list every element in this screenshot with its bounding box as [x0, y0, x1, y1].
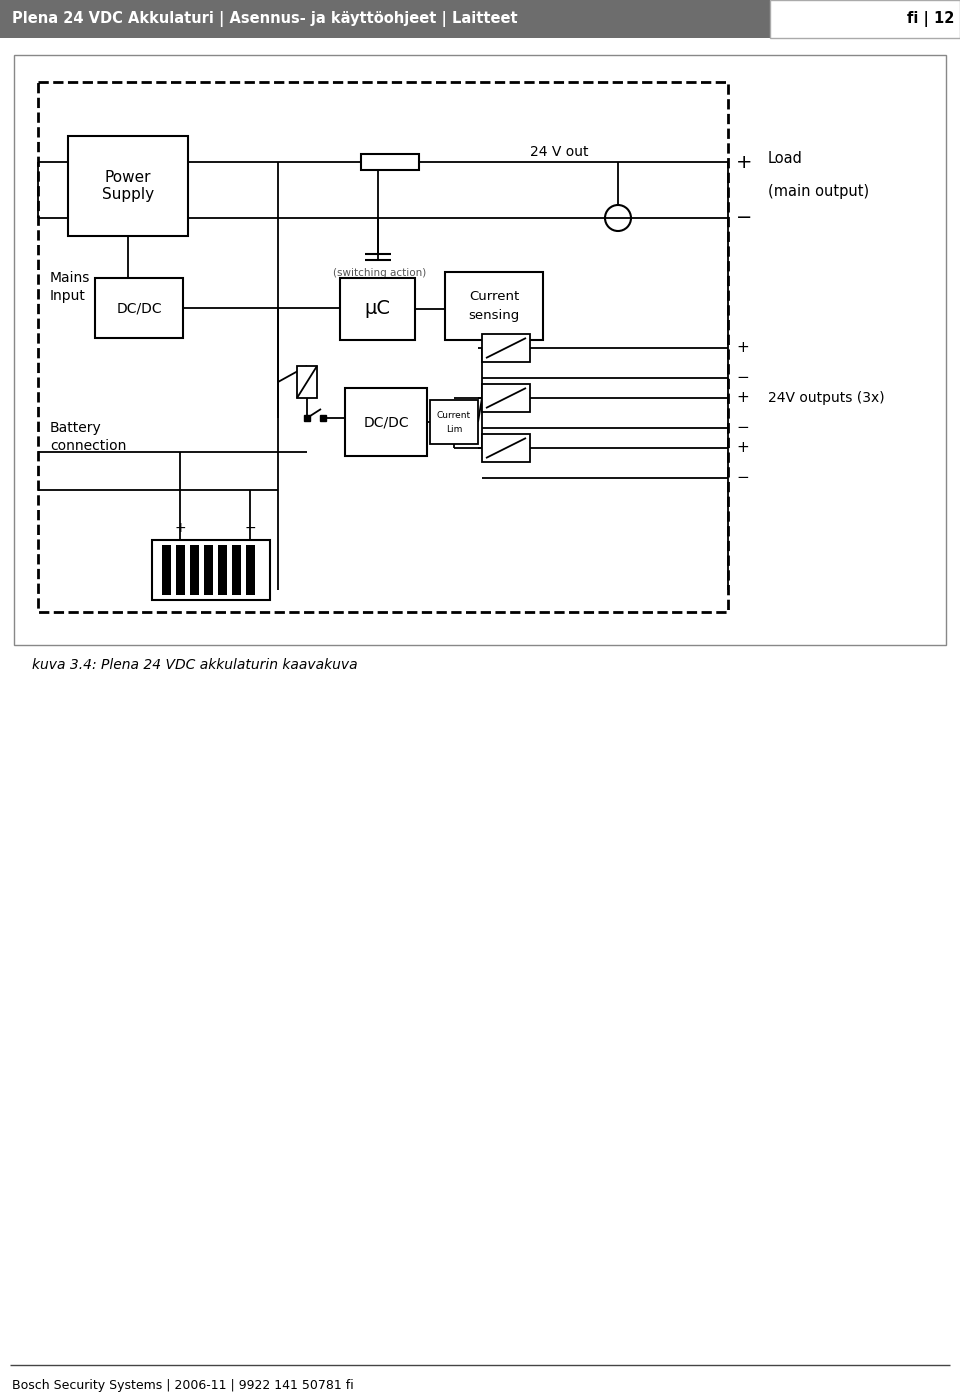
Bar: [68, 136, 188, 237]
Text: sensing: sensing: [468, 308, 519, 322]
Bar: [152, 540, 270, 601]
Bar: [176, 545, 185, 595]
Bar: [14, 55, 946, 645]
Text: Mains: Mains: [50, 272, 90, 286]
Text: Battery: Battery: [50, 421, 102, 435]
Bar: [340, 279, 415, 340]
Text: 24 V out: 24 V out: [530, 146, 588, 160]
Text: −: −: [244, 521, 255, 535]
Text: Current: Current: [468, 291, 519, 304]
Text: DC/DC: DC/DC: [363, 414, 409, 428]
Bar: [232, 545, 241, 595]
Bar: [445, 272, 543, 340]
Bar: [361, 154, 419, 169]
Text: Current: Current: [437, 410, 471, 420]
Bar: [218, 545, 227, 595]
Bar: [204, 545, 213, 595]
Bar: [482, 434, 530, 462]
Bar: [430, 400, 478, 444]
Text: DC/DC: DC/DC: [116, 301, 162, 315]
Bar: [482, 335, 530, 363]
Text: kuva 3.4: Plena 24 VDC akkulaturin kaavakuva: kuva 3.4: Plena 24 VDC akkulaturin kaava…: [32, 658, 358, 672]
Bar: [482, 384, 530, 412]
Text: 24V outputs (3x): 24V outputs (3x): [768, 391, 884, 405]
Text: Lim: Lim: [445, 424, 462, 434]
Text: +: +: [736, 441, 749, 455]
Text: (main output): (main output): [768, 183, 869, 199]
Bar: [770, 0, 960, 38]
Text: Supply: Supply: [102, 186, 154, 202]
Bar: [38, 83, 728, 612]
Text: Power: Power: [105, 171, 152, 185]
Text: μC: μC: [365, 300, 391, 319]
Text: Plena 24 VDC Akkulaturi | Asennus- ja käyttöohjeet | Laitteet: Plena 24 VDC Akkulaturi | Asennus- ja kä…: [12, 11, 517, 27]
Bar: [0, 0, 770, 38]
Text: −: −: [736, 420, 749, 435]
Bar: [246, 545, 255, 595]
Text: (switching action): (switching action): [333, 267, 426, 279]
Text: Load: Load: [768, 151, 803, 167]
Text: fi | 12: fi | 12: [906, 11, 954, 27]
Bar: [190, 545, 199, 595]
Text: Bosch Security Systems | 2006-11 | 9922 141 50781 fi: Bosch Security Systems | 2006-11 | 9922 …: [12, 1379, 353, 1392]
Text: connection: connection: [50, 440, 127, 454]
Text: +: +: [736, 391, 749, 406]
Bar: [95, 279, 183, 337]
Text: +: +: [736, 153, 753, 172]
Bar: [162, 545, 171, 595]
Text: +: +: [174, 521, 186, 535]
Bar: [297, 365, 317, 398]
Text: −: −: [736, 470, 749, 486]
Text: +: +: [736, 340, 749, 356]
Text: −: −: [736, 371, 749, 385]
Text: −: −: [736, 209, 753, 227]
Text: Input: Input: [50, 288, 85, 302]
Bar: [345, 388, 427, 456]
